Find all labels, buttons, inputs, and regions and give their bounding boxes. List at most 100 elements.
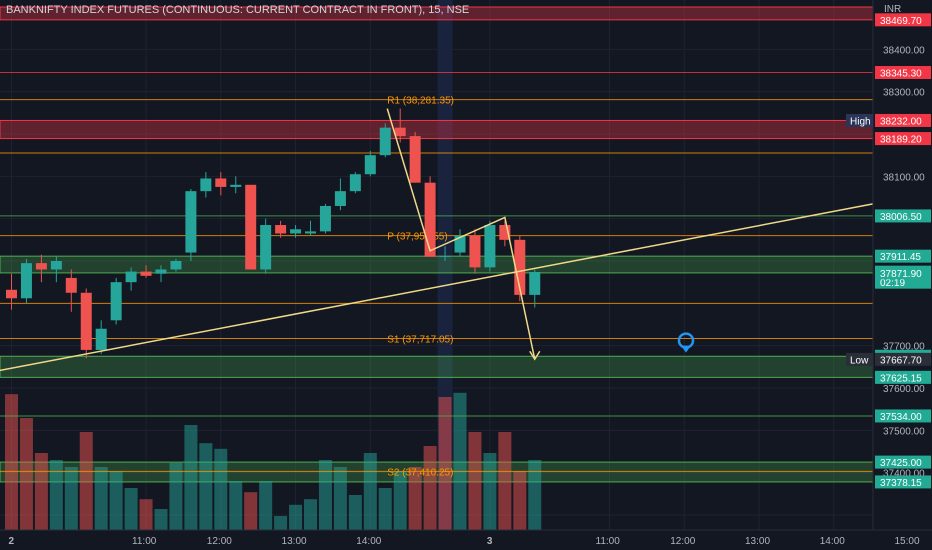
volume-bar <box>64 467 78 530</box>
price-tag-label: 37425.00 <box>880 458 922 469</box>
volume-bar <box>154 509 168 530</box>
volume-bar <box>79 432 93 530</box>
price-tag-bg <box>875 352 931 366</box>
candle-body <box>110 282 122 321</box>
candle-body <box>409 136 421 183</box>
candle-body <box>349 174 361 192</box>
price-tag-label: 37534.00 <box>880 412 922 423</box>
price-tag-label: 37625.15 <box>880 373 922 384</box>
zone-red <box>0 119 874 140</box>
volume-bar <box>363 453 377 530</box>
price-tag-label: 37378.15 <box>880 478 922 489</box>
volume-bar <box>438 397 452 530</box>
price-tag-bg <box>875 13 931 27</box>
candle-body <box>499 225 511 240</box>
x-tick-label: 3 <box>487 536 493 547</box>
volume-bar <box>318 460 332 530</box>
volume-bar <box>124 488 138 530</box>
volume-bar <box>333 467 347 530</box>
candle-body <box>364 155 376 175</box>
candle-body <box>65 277 77 293</box>
pivot-label: S2 (37,410.25) <box>387 467 453 478</box>
volume-bar <box>109 471 123 530</box>
volume-bar <box>139 499 153 530</box>
candle-body <box>185 191 197 253</box>
volume-bar <box>483 453 497 530</box>
candle-body <box>319 205 331 232</box>
price-tag-bg <box>875 455 931 469</box>
price-tag-prefix: High <box>850 116 871 127</box>
zone-green <box>0 355 874 378</box>
volume-bar <box>5 394 18 530</box>
price-tag-bg <box>875 132 931 146</box>
pin-marker-tip <box>681 345 691 353</box>
trendline <box>0 203 874 372</box>
candle-body <box>20 263 32 299</box>
candle-body <box>305 231 316 234</box>
y-tick-label: 37400.00 <box>883 469 925 480</box>
candle-body <box>275 225 287 234</box>
price-tag-prefix-bg <box>846 352 873 366</box>
price-tag-bg <box>875 249 931 263</box>
volume-bar <box>49 460 63 530</box>
price-tag-label: 38345.30 <box>880 68 922 79</box>
y-tick-label: 37600.00 <box>883 384 925 395</box>
price-tag-label: 37667.70 <box>880 355 922 366</box>
volume-bar <box>289 504 303 530</box>
volume-bar <box>274 516 288 530</box>
candle-body <box>95 328 107 350</box>
candle-body <box>514 239 526 295</box>
candle-body <box>439 255 451 257</box>
x-tick-label: 12:00 <box>207 536 232 547</box>
price-tag-label: 38469.70 <box>880 16 922 27</box>
y-tick-label: 37700.00 <box>883 342 925 353</box>
candle-body <box>394 127 406 137</box>
currency-label: INR <box>884 4 902 15</box>
x-tick-label: 14:00 <box>820 536 845 547</box>
candle-body <box>6 289 17 299</box>
y-tick-label: 37500.00 <box>883 426 925 437</box>
chart-title: BANKNIFTY INDEX FUTURES (CONTINUOUS: CUR… <box>6 4 470 16</box>
price-tag-bg <box>875 409 931 423</box>
candle-body <box>260 225 272 270</box>
pivot-label: R1 (38,281.35) <box>387 96 454 107</box>
price-tag-bg <box>875 113 931 127</box>
pivot-label: S1 (37,717.05) <box>387 334 453 345</box>
price-tag-label: 37871.90 <box>880 269 922 280</box>
arrow-head <box>529 350 541 361</box>
candle-body <box>80 292 92 350</box>
y-tick-label: 38400.00 <box>883 45 925 56</box>
price-tag-bg <box>875 209 931 223</box>
price-tag-bg <box>875 475 931 489</box>
candle-body <box>469 235 481 268</box>
candle-body <box>35 263 47 270</box>
candle-body <box>454 235 466 253</box>
countdown-label: 02:19 <box>880 278 905 289</box>
price-tag-label: 38232.00 <box>880 116 922 127</box>
volume-bar <box>468 432 482 530</box>
candle-body <box>424 182 436 257</box>
volume-bar <box>19 418 33 530</box>
x-tick-label: 11:00 <box>596 536 621 547</box>
y-tick-label: 38100.00 <box>883 172 925 183</box>
x-tick-label: 11:00 <box>132 536 157 547</box>
volume-bar <box>348 495 362 530</box>
volume-bar <box>184 425 198 530</box>
volume-bar <box>393 471 407 530</box>
candle-body <box>170 261 182 270</box>
volume-bar <box>423 446 437 530</box>
volume-bar <box>169 462 183 530</box>
candles <box>6 108 541 359</box>
x-tick-label: 14:00 <box>356 536 381 547</box>
price-tag-bg <box>875 65 931 79</box>
candle-body <box>290 229 302 234</box>
volume-bar <box>453 392 467 530</box>
candle-body <box>529 272 541 295</box>
volume-bar <box>408 467 422 530</box>
candle-body <box>155 269 167 274</box>
price-tag-label: 37911.45 <box>880 252 921 263</box>
volume-bars <box>5 392 542 530</box>
volume-bar <box>229 481 243 530</box>
candle-body <box>140 271 152 276</box>
